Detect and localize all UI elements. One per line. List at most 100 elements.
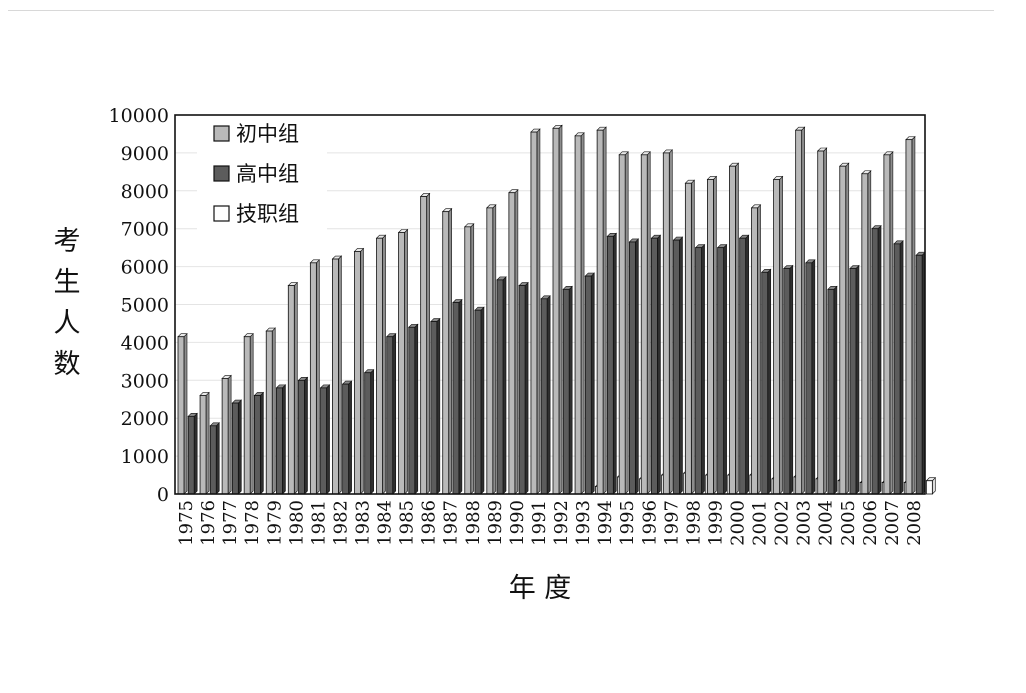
y-axis-label-char: 生 bbox=[54, 267, 81, 298]
x-tick-label: 1984 bbox=[375, 500, 396, 546]
top-divider bbox=[8, 10, 994, 11]
bar bbox=[925, 480, 933, 495]
bar bbox=[871, 228, 879, 495]
bar-side bbox=[502, 276, 507, 495]
x-tick-label: 1981 bbox=[308, 500, 329, 546]
bar bbox=[562, 288, 570, 495]
bar-side bbox=[293, 281, 298, 495]
bar bbox=[452, 302, 460, 495]
x-tick-label: 2000 bbox=[728, 500, 749, 546]
bar-side bbox=[779, 175, 783, 495]
bar bbox=[486, 207, 494, 495]
bar bbox=[199, 395, 207, 495]
bar-side bbox=[789, 264, 794, 495]
bar-side bbox=[448, 207, 453, 495]
bar bbox=[827, 288, 835, 495]
bar bbox=[530, 131, 538, 495]
y-axis-label-char: 数 bbox=[54, 349, 81, 380]
legend-swatch bbox=[213, 165, 230, 182]
bar bbox=[209, 425, 217, 495]
y-tick-label: 4000 bbox=[121, 332, 169, 354]
bar-side bbox=[867, 170, 872, 495]
bar-side bbox=[382, 234, 386, 495]
bar bbox=[695, 247, 702, 495]
y-tick-label: 7000 bbox=[121, 219, 169, 241]
bar bbox=[221, 378, 229, 495]
bar bbox=[707, 179, 714, 495]
bar bbox=[496, 279, 504, 495]
bar-side bbox=[635, 238, 639, 495]
legend-label: 初中组 bbox=[236, 122, 299, 146]
bar-side bbox=[546, 295, 551, 495]
bar bbox=[430, 321, 438, 495]
bar-side bbox=[392, 332, 397, 495]
bar bbox=[231, 402, 239, 495]
bar bbox=[751, 207, 758, 495]
x-tick-label: 1989 bbox=[485, 500, 506, 546]
bar bbox=[584, 275, 592, 495]
x-tick-label: 1999 bbox=[705, 500, 726, 546]
x-tick-label: 1987 bbox=[441, 500, 462, 546]
legend-swatch bbox=[213, 125, 230, 142]
bar-side bbox=[911, 135, 916, 495]
bar-side bbox=[205, 391, 210, 495]
bar bbox=[518, 285, 526, 495]
bar bbox=[805, 262, 813, 495]
bar-side bbox=[735, 162, 739, 495]
y-tick-label: 0 bbox=[157, 484, 169, 506]
bar bbox=[177, 336, 185, 495]
bar bbox=[628, 241, 636, 495]
bar-side bbox=[757, 204, 761, 495]
bar-side bbox=[668, 149, 673, 495]
legend-label: 技职组 bbox=[236, 202, 299, 226]
bar-side bbox=[370, 368, 374, 495]
bar-side bbox=[193, 412, 198, 495]
bar-side bbox=[801, 126, 805, 495]
bar-side bbox=[514, 188, 519, 495]
bar bbox=[684, 182, 692, 495]
x-tick-label: 1978 bbox=[242, 500, 263, 546]
bar-side bbox=[613, 232, 617, 495]
x-axis-label: 年 度 bbox=[509, 573, 572, 604]
bar-side bbox=[458, 298, 463, 495]
bar bbox=[739, 237, 747, 495]
x-tick-label: 2001 bbox=[750, 500, 771, 546]
bar-side bbox=[524, 281, 529, 495]
y-axis-label-char: 考 bbox=[54, 226, 81, 257]
x-tick-label: 1980 bbox=[286, 500, 307, 546]
bar bbox=[298, 379, 305, 495]
bar-side bbox=[260, 391, 264, 495]
x-tick-label: 2005 bbox=[838, 500, 859, 546]
bar bbox=[795, 129, 803, 495]
bar-side bbox=[227, 374, 232, 495]
bar-side bbox=[877, 224, 882, 495]
bar bbox=[729, 165, 736, 495]
bar bbox=[574, 135, 582, 495]
bar bbox=[187, 415, 195, 495]
bar-side bbox=[249, 332, 254, 495]
y-tick-label: 1000 bbox=[121, 446, 169, 468]
bar-side bbox=[823, 147, 828, 495]
x-tick-label: 2007 bbox=[882, 500, 903, 546]
bar bbox=[442, 211, 450, 495]
x-tick-label: 1975 bbox=[176, 500, 197, 546]
bar bbox=[783, 268, 791, 495]
bar bbox=[618, 154, 626, 495]
plot-frame bbox=[174, 114, 926, 495]
x-tick-label: 1976 bbox=[198, 500, 219, 546]
bar-side bbox=[590, 272, 595, 495]
x-tick-label: 1996 bbox=[639, 500, 660, 546]
bar-side bbox=[701, 243, 705, 495]
bar-side bbox=[767, 268, 772, 495]
bar-side bbox=[304, 376, 308, 495]
bar bbox=[474, 309, 482, 495]
y-tick-label: 6000 bbox=[121, 257, 169, 279]
bar-side bbox=[183, 332, 188, 495]
bar bbox=[861, 173, 869, 495]
bar-side bbox=[624, 151, 629, 495]
bar-side bbox=[480, 306, 485, 495]
y-tick-label: 3000 bbox=[121, 370, 169, 392]
